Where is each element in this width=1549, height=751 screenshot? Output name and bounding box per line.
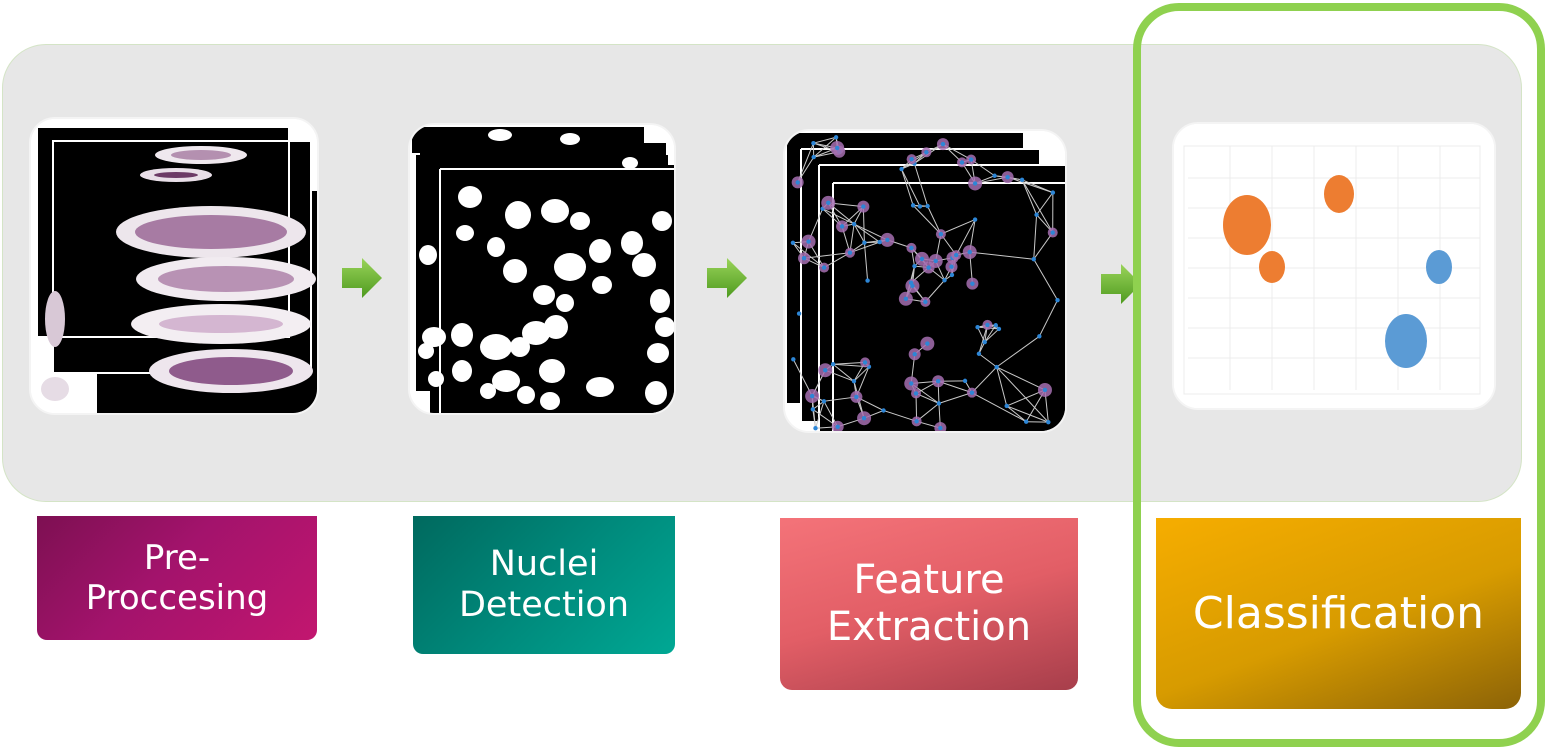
arrow-right-icon: [342, 258, 382, 298]
classification-label-text: Classification: [1192, 587, 1485, 639]
classification-label: Classification: [1156, 518, 1521, 709]
feature-extraction-label-text: Feature Extraction: [826, 556, 1032, 650]
classification-highlight-frame: [1133, 3, 1545, 747]
pre-processing-label: Pre- Proccesing: [37, 516, 317, 640]
tissue-slide-image: [29, 117, 319, 415]
nuclei-detection-label-text: Nuclei Detection: [458, 543, 630, 625]
pre-processing-label-text: Pre- Proccesing: [85, 537, 269, 618]
nuclei-detection-label: Nuclei Detection: [413, 516, 675, 654]
arrow-right-icon: [1101, 264, 1141, 304]
feature-extraction-label: Feature Extraction: [780, 518, 1078, 690]
binary-nuclei-mask-image: [408, 123, 676, 415]
delaunay-graph-image: [783, 129, 1067, 433]
bubble-chart-image: [1172, 122, 1496, 410]
arrow-right-icon: [707, 258, 747, 298]
